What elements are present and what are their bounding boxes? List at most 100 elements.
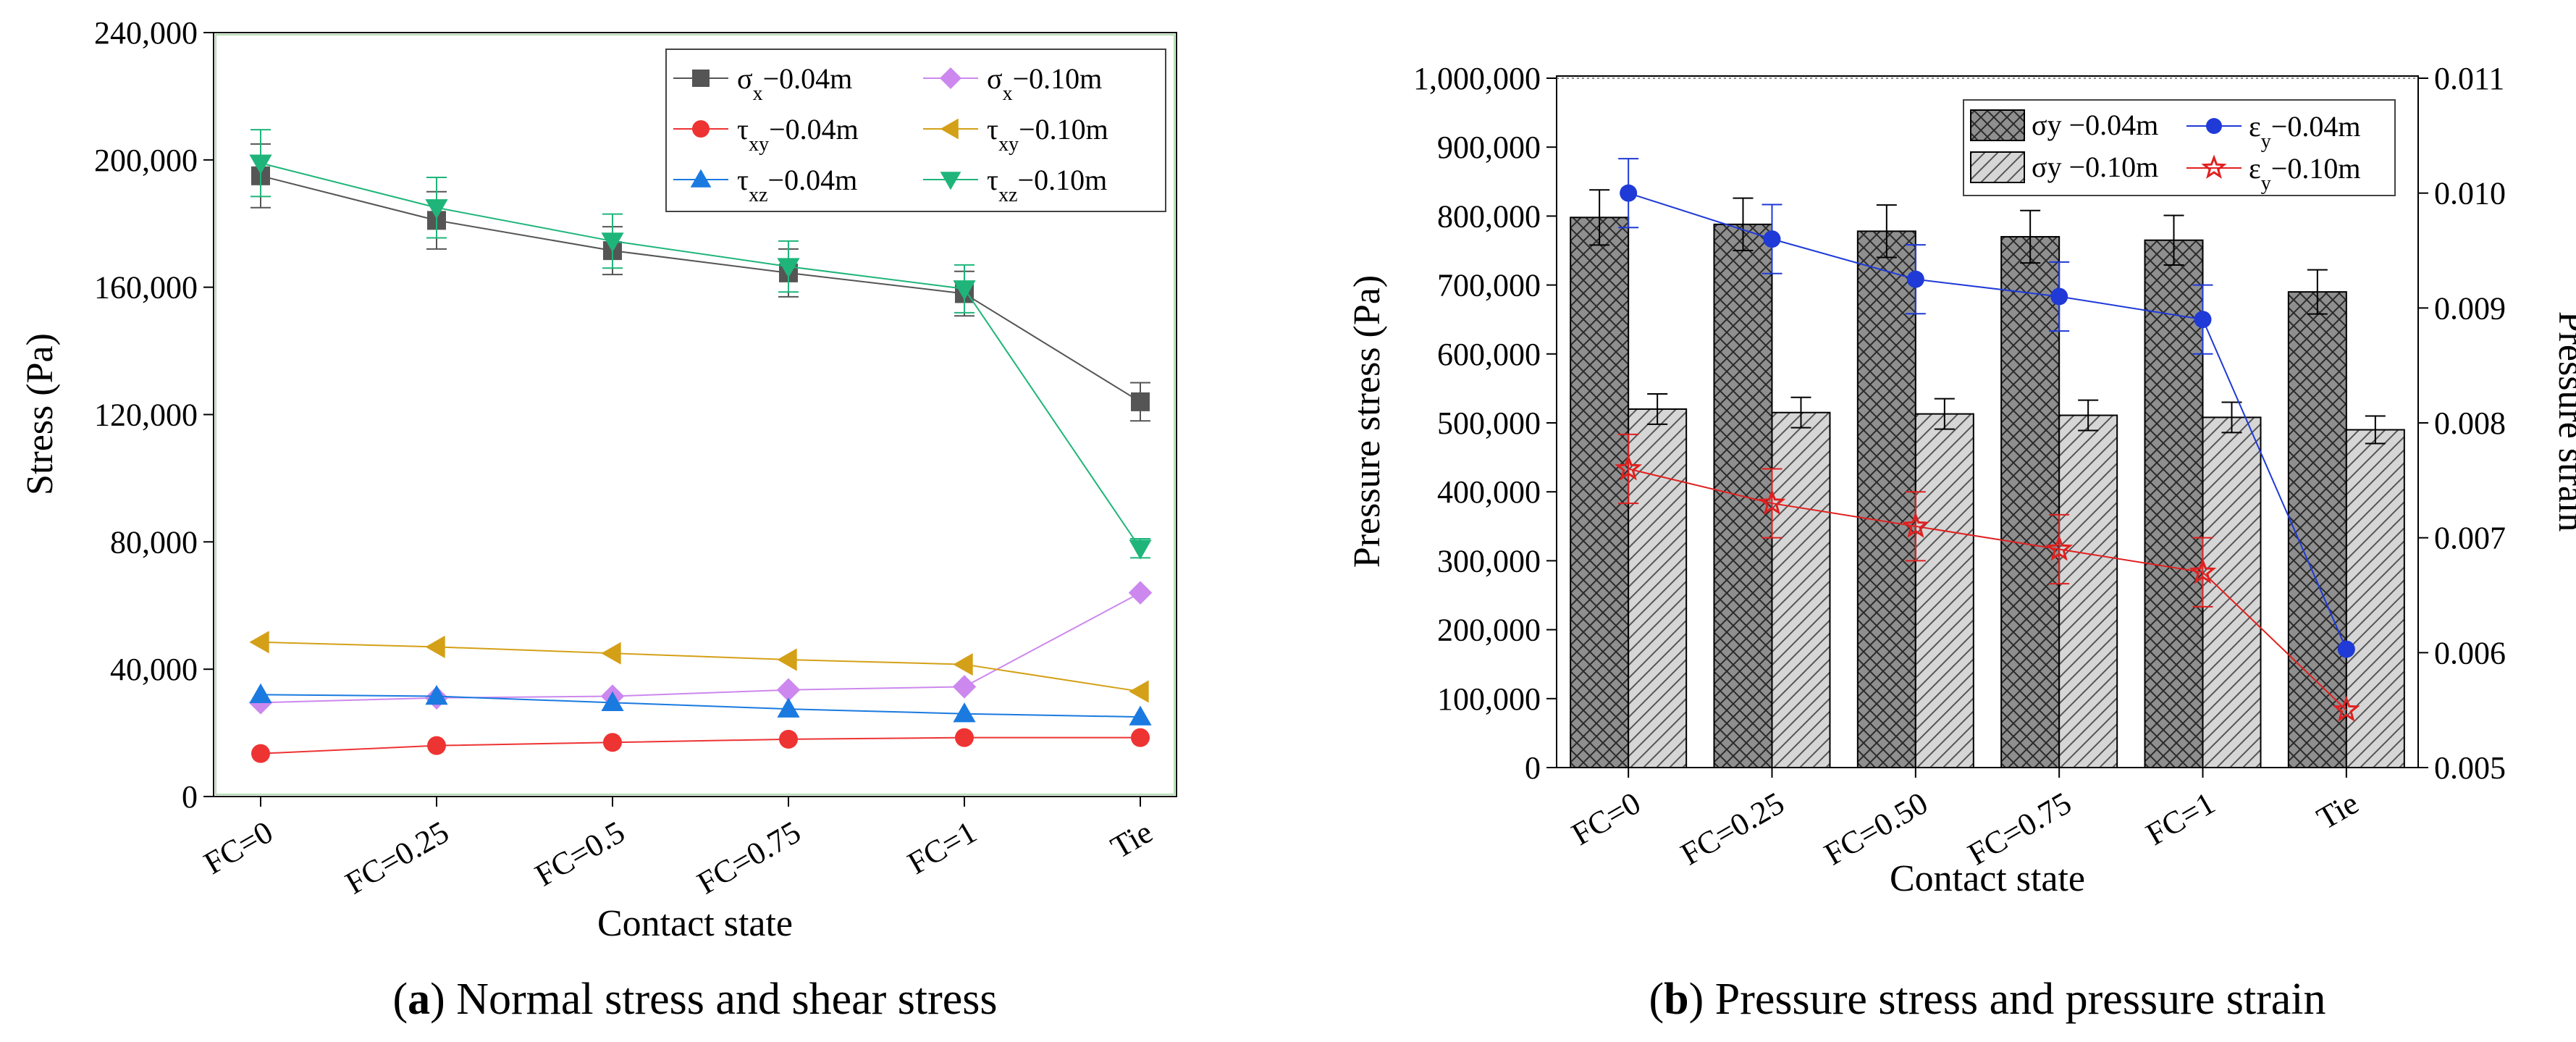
panel-a-x-axis: FC=0 FC=0.25 FC=0.5 FC=0.75 FC=1 Tie — [198, 797, 1158, 901]
panel-a-point — [777, 258, 800, 278]
panel-b-lines — [1615, 158, 2360, 722]
panel-b-point — [2189, 558, 2217, 584]
panel-a-caption-text: ) Normal stress and shear stress — [430, 975, 997, 1024]
panel-a-point — [776, 678, 801, 702]
panel-b-point — [1758, 489, 1786, 516]
panel-a-legend-entry-label-symbol: τ — [737, 164, 749, 196]
panel-a-point — [1129, 680, 1149, 703]
panel-b-bar-error — [1647, 393, 1668, 425]
panel-a-legend-entry-label: σx−0.04m — [737, 62, 852, 105]
panel-a-legend-entry-label-suffix: −0.04m — [769, 113, 859, 146]
panel-b-bar-error — [2078, 399, 2099, 432]
panel-a-point — [953, 652, 973, 676]
panel-b-bar-error — [2020, 209, 2041, 264]
panel-b-legend-swatch — [1970, 109, 2025, 141]
panel-b-bar — [2144, 239, 2204, 769]
panel-a-legend-entry-label-symbol: σ — [737, 62, 753, 95]
panel-b-bar — [2345, 429, 2405, 769]
panel-b-line-series-0 — [1618, 158, 2355, 658]
panel-b-bar — [1771, 411, 1831, 768]
panel-b-y-tick-label: 800,000 — [1437, 198, 1541, 234]
panel-a-series-2 — [251, 728, 1150, 763]
panel-b-line-series-1 — [1615, 433, 2360, 722]
panel-b-bar-error — [1934, 398, 1955, 430]
panel-a-series-line — [260, 592, 1141, 704]
panel-b-point — [1620, 184, 1638, 202]
panel-a-point — [601, 642, 621, 665]
panel-a-caption: (a) Normal stress and shear stress — [392, 975, 997, 1024]
panel-b-legend-entry-label: εy−0.10m — [2249, 152, 2360, 195]
panel-a-y-tick-label: 240,000 — [94, 15, 198, 51]
panel-b-bar — [2287, 291, 2347, 768]
panel-b-y2-tick-label: 0.005 — [2434, 750, 2506, 786]
panel-b-y2-tick-label: 0.011 — [2434, 61, 2504, 96]
panel-a-series-5 — [249, 129, 1152, 560]
panel-a-point — [953, 702, 976, 723]
panel-b-y-tick-label: 1,000,000 — [1413, 61, 1541, 96]
panel-b-bar-error — [2307, 269, 2328, 315]
panel-a-legend-entry-label-suffix: −0.10m — [1018, 164, 1108, 196]
panel-b-x-tick-label: FC=1 — [2140, 785, 2221, 852]
panel-b-bar — [2202, 416, 2262, 768]
panel-b-series-line — [1628, 192, 2347, 650]
panel-b-y2-tick-label: 0.009 — [2434, 290, 2506, 326]
panel-a-point — [1128, 581, 1153, 605]
panel-a-legend-entry-label-subscript: xy — [998, 133, 1019, 156]
panel-b-y-tick-label: 900,000 — [1437, 130, 1541, 165]
panel-b-line-error — [1618, 433, 1639, 505]
panel-b-bar-error — [1733, 197, 1754, 251]
panel-a-legend-entry-label: τxy−0.04m — [737, 113, 859, 156]
panel-a-y-tick-label: 200,000 — [94, 143, 198, 178]
panel-a-series-line — [260, 736, 1140, 755]
panel-b-y-tick-label: 700,000 — [1437, 268, 1541, 303]
panel-a-legend-entry-label-subscript: xz — [749, 184, 767, 206]
panel-b-point — [1615, 454, 1643, 481]
panel-b-legend-marker — [2206, 118, 2222, 134]
panel-b-x-tick-label: Tie — [2311, 785, 2365, 836]
panel-a-legend-entry-label-suffix: −0.10m — [1013, 62, 1103, 95]
panel-a-legend-box — [665, 49, 1166, 212]
panel-a-legend-entry-marker — [692, 120, 710, 138]
panel-a-legend-entry-label-subscript: xz — [998, 184, 1017, 206]
panel-a-caption-prefix: ( — [392, 975, 408, 1024]
panel-a-legend-entry-marker — [940, 172, 961, 190]
panel-b-bar — [2000, 235, 2061, 768]
panel-a-x-axis-label: Contact state — [597, 903, 793, 944]
panel-a-point — [1129, 539, 1152, 560]
panel-b-point — [2337, 640, 2355, 658]
panel-a-point — [249, 683, 272, 704]
panel-b-caption: (b) Pressure stress and pressure strain — [1649, 975, 2326, 1024]
panel-a-point — [1131, 728, 1150, 747]
panel-a-legend-entry-label: τxz−0.10m — [987, 164, 1107, 206]
panel-a-y-tick-label: 160,000 — [94, 270, 198, 306]
panel-a-legend-entry-label-symbol: σ — [987, 62, 1003, 95]
panel-a-y-tick-label: 120,000 — [94, 398, 198, 433]
panel-a-point — [777, 648, 797, 671]
panel-b-point — [2050, 287, 2068, 306]
panel-a-legend-entry-label-suffix: −0.04m — [768, 164, 858, 196]
panel-b-caption-letter: b — [1664, 975, 1688, 1024]
panel-a-legend-entry-marker — [692, 70, 710, 87]
panel-b-y2-axis: 0.005 0.006 0.007 0.008 0.009 0.010 0.011 — [2418, 61, 2506, 786]
panel-a-legend-entry-label-subscript: x — [1003, 83, 1013, 105]
panel-b-point — [1901, 511, 1929, 538]
panel-a-series-3 — [249, 631, 1149, 703]
panel-a-legend-entry-label-subscript: xy — [749, 133, 769, 156]
panel-b-bar-error — [1589, 189, 1610, 246]
panel-b-legend-box — [1963, 99, 2396, 196]
panel-b-y2-tick-label: 0.008 — [2434, 406, 2506, 441]
panel-b-y-tick-label: 100,000 — [1437, 681, 1541, 717]
panel-a-caption-letter: a — [408, 975, 430, 1024]
panel-a-legend-entry-label-symbol: τ — [987, 113, 998, 146]
panel-b-bar-error — [2365, 415, 2386, 445]
panel-a-series — [248, 129, 1153, 763]
panel-b-series-line — [1628, 468, 2347, 711]
panel-b-line-error — [1761, 468, 1782, 539]
panel-b-y-tick-label: 300,000 — [1437, 543, 1541, 579]
panel-b-bar — [2058, 414, 2118, 768]
panel-b-y-tick-label: 200,000 — [1437, 613, 1541, 648]
panel-b-bar — [1914, 413, 1974, 769]
panel-a-point — [779, 729, 798, 749]
panel-b-legend-entry-label-suffix: −0.10m — [2271, 152, 2361, 185]
